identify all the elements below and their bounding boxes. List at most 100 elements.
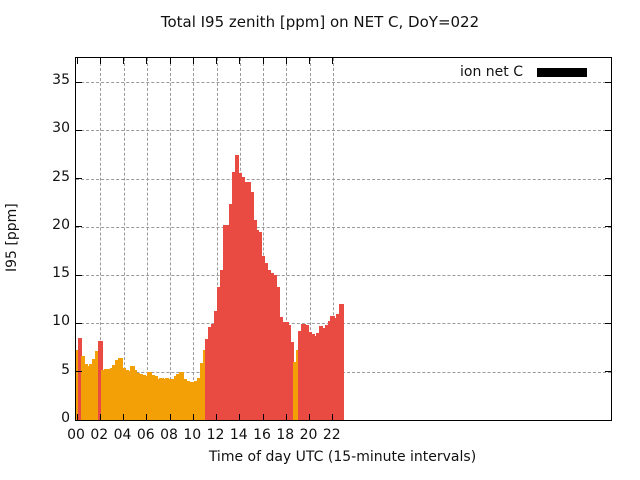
y-tick-label: 30 xyxy=(52,120,70,137)
y-tick xyxy=(76,371,82,373)
bar xyxy=(298,331,304,420)
y-axis-title: I95 [ppm] xyxy=(4,203,20,273)
y-tick-label: 25 xyxy=(52,168,70,185)
gridline-v xyxy=(146,58,148,420)
y-tick xyxy=(76,178,82,180)
bar xyxy=(324,325,330,420)
bar xyxy=(313,336,318,420)
bar xyxy=(202,349,208,420)
x-tick xyxy=(285,414,287,420)
bar xyxy=(205,338,211,420)
y-tick xyxy=(605,178,611,180)
bar xyxy=(158,377,164,420)
chart-title: Total I95 zenith [ppm] on NET C, DoY=022 xyxy=(160,13,480,31)
y-tick-label: 10 xyxy=(52,313,70,330)
x-tick xyxy=(99,414,101,420)
x-tick-label: 22 xyxy=(322,427,341,443)
x-tick xyxy=(239,414,241,420)
bar xyxy=(321,328,327,420)
bar xyxy=(246,181,251,420)
y-tick xyxy=(605,371,611,373)
gridline-h xyxy=(76,275,611,277)
x-tick xyxy=(123,414,124,420)
bar xyxy=(225,225,231,420)
y-tick xyxy=(605,129,611,131)
x-tick xyxy=(169,58,171,64)
legend-label: ion net C xyxy=(460,64,523,80)
x-tick-label: 16 xyxy=(253,427,271,443)
x-axis-title: Time of day UTC (15-minute intervals) xyxy=(208,449,477,465)
x-tick xyxy=(309,414,310,420)
bar xyxy=(95,350,100,420)
bar xyxy=(196,377,202,420)
bar xyxy=(170,378,176,420)
bar xyxy=(193,381,199,420)
gridline-v xyxy=(123,58,125,420)
gridline-h xyxy=(76,130,611,132)
bar xyxy=(307,332,312,420)
bar xyxy=(339,304,344,420)
x-tick-label: 14 xyxy=(229,427,248,443)
bar xyxy=(141,374,147,420)
bar xyxy=(132,369,138,420)
y-tick xyxy=(76,129,82,131)
bar xyxy=(144,375,150,420)
bar xyxy=(289,341,295,420)
bar xyxy=(211,324,216,420)
y-tick xyxy=(605,322,611,324)
bar xyxy=(222,225,228,420)
bar xyxy=(251,220,257,420)
bar xyxy=(263,262,269,420)
bar xyxy=(164,377,170,420)
x-tick xyxy=(285,58,287,64)
gridline-v xyxy=(332,58,334,420)
x-tick xyxy=(76,58,78,64)
x-tick xyxy=(76,414,78,420)
x-tick-label: 12 xyxy=(206,427,225,443)
bar xyxy=(106,368,112,420)
x-tick-label: 20 xyxy=(299,427,318,443)
x-tick xyxy=(262,414,264,420)
bar xyxy=(281,321,286,420)
x-tick-label: 18 xyxy=(276,427,295,443)
x-tick-label: 06 xyxy=(136,427,155,443)
x-tick xyxy=(123,58,124,64)
x-tick-label: 00 xyxy=(67,427,85,443)
bar xyxy=(109,367,115,420)
gridline-v xyxy=(309,58,311,420)
bar xyxy=(214,310,219,420)
bar xyxy=(243,181,248,420)
bar xyxy=(138,373,144,420)
gridline-v xyxy=(193,58,195,420)
bar xyxy=(278,316,283,420)
x-tick-label: 10 xyxy=(183,427,202,443)
bar xyxy=(318,326,324,420)
bar xyxy=(292,362,298,420)
bar xyxy=(173,375,179,420)
bar xyxy=(272,275,277,420)
x-tick xyxy=(309,58,310,64)
y-tick xyxy=(605,81,611,83)
x-tick xyxy=(192,58,194,64)
x-tick xyxy=(169,414,171,420)
x-tick xyxy=(192,414,194,420)
bar xyxy=(257,231,263,420)
bar xyxy=(220,270,225,420)
y-tick-label: 35 xyxy=(52,72,70,89)
bar xyxy=(80,356,86,420)
bar xyxy=(327,320,333,420)
bar xyxy=(330,315,336,420)
bar xyxy=(185,381,190,420)
legend: ion net C xyxy=(460,64,587,80)
bar xyxy=(150,374,155,420)
bar xyxy=(260,255,266,420)
y-tick-label: 5 xyxy=(61,361,70,378)
bar xyxy=(231,171,237,420)
bar xyxy=(228,203,234,420)
x-tick xyxy=(262,58,264,64)
bar xyxy=(310,334,315,420)
bar xyxy=(121,367,126,420)
bar xyxy=(77,337,83,420)
bar xyxy=(188,382,193,420)
